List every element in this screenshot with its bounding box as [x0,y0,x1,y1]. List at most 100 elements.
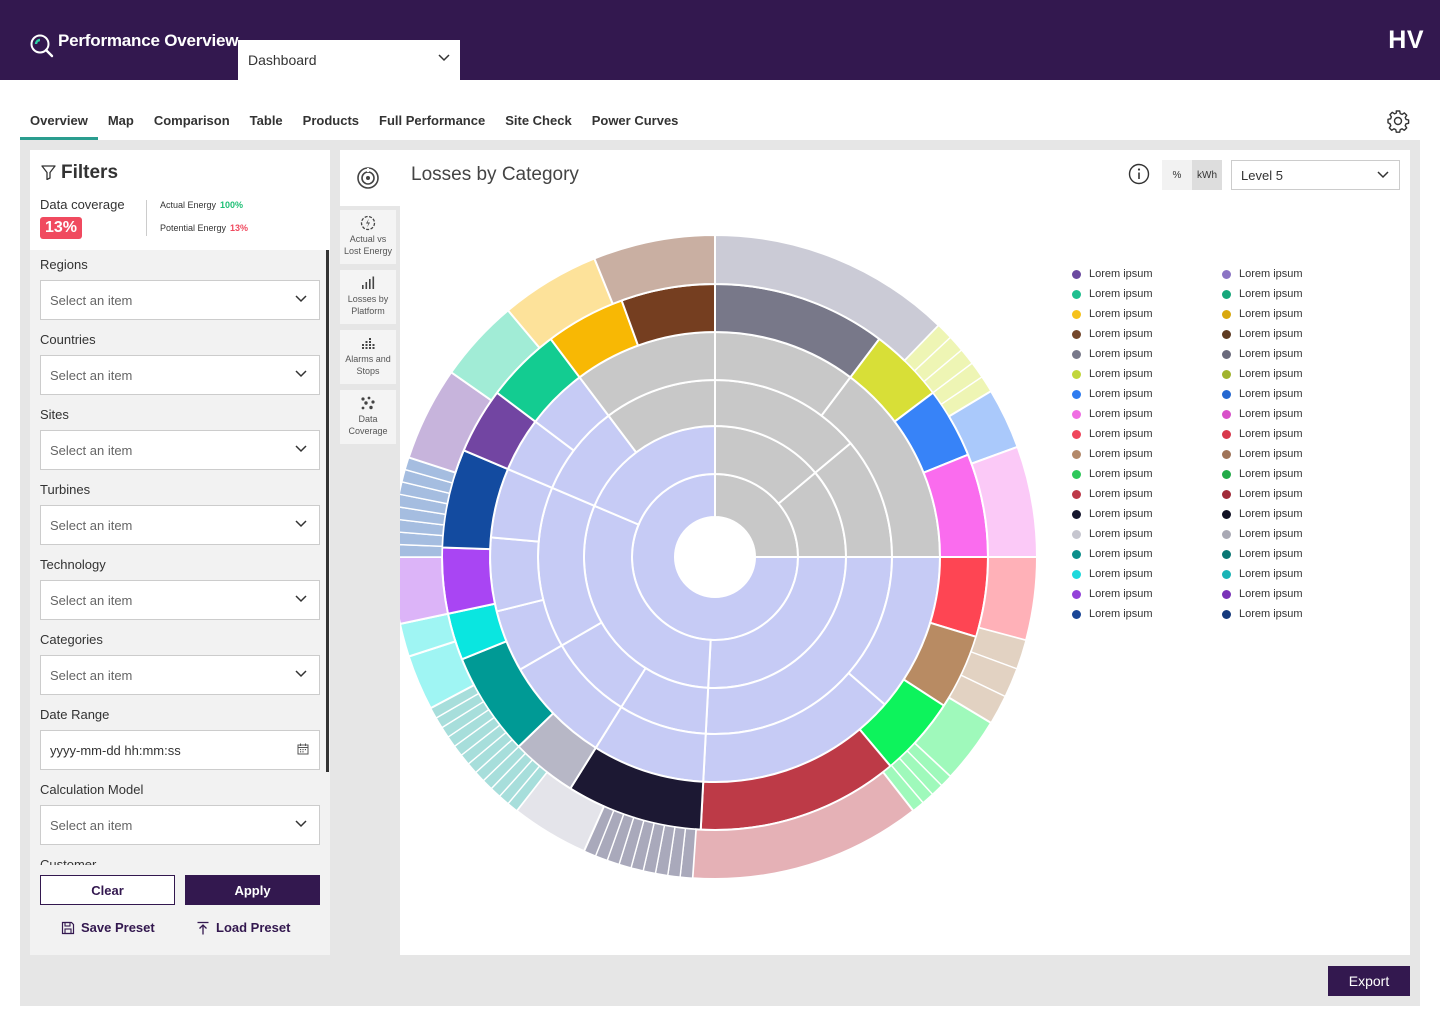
legend-item[interactable]: Lorem ipsum [1222,568,1303,580]
legend-item[interactable]: Lorem ipsum [1222,348,1303,360]
lightning-gear-icon [360,215,376,231]
legend-label: Lorem ipsum [1089,308,1153,320]
legend-item[interactable]: Lorem ipsum [1072,568,1153,580]
bar-chart-icon [362,276,375,289]
side-nav-alarms-stops[interactable]: Alarms and Stops [340,330,396,384]
legend-item[interactable]: Lorem ipsum [1222,408,1303,420]
legend-label: Lorem ipsum [1239,448,1303,460]
turbines-select[interactable]: Select an item [40,505,320,545]
chart-side-nav: Actual vs Lost Energy Losses by Platform… [340,150,400,955]
sites-select[interactable]: Select an item [40,430,320,470]
legend-item[interactable]: Lorem ipsum [1072,408,1153,420]
legend-item[interactable]: Lorem ipsum [1222,608,1303,620]
legend-item[interactable]: Lorem ipsum [1222,428,1303,440]
sunburst-segment-l6-4[interactable] [977,556,1039,642]
legend-label: Lorem ipsum [1239,548,1303,560]
legend-swatch [1222,589,1231,599]
legend-item[interactable]: Lorem ipsum [1222,468,1303,480]
legend-item[interactable]: Lorem ipsum [1222,528,1303,540]
clear-button[interactable]: Clear [40,875,175,905]
sunburst-segment-l4-7[interactable] [489,536,545,613]
calculation-model-select[interactable]: Select an item [40,805,320,845]
sunburst-segment-l6-14[interactable] [400,556,450,625]
data-coverage-badge: 13% [40,217,83,239]
tab-site-check[interactable]: Site Check [505,112,572,128]
legend-item[interactable]: Lorem ipsum [1072,308,1153,320]
unit-percent-button[interactable]: % [1162,160,1192,190]
save-icon [61,921,75,934]
side-nav-losses-platform[interactable]: Losses by Platform [340,270,396,324]
legend-swatch [1072,389,1081,399]
level-select[interactable]: Level 5 [1231,160,1400,190]
legend-swatch [1072,569,1081,579]
legend-item[interactable]: Lorem ipsum [1072,508,1153,520]
regions-select[interactable]: Select an item [40,280,320,320]
legend-item[interactable]: Lorem ipsum [1222,308,1303,320]
side-nav-data-coverage[interactable]: Data Coverage [340,390,396,444]
calculation-model-value: Select an item [50,817,133,833]
gear-icon[interactable] [1386,109,1410,133]
countries-select[interactable]: Select an item [40,355,320,395]
legend-item[interactable]: Lorem ipsum [1072,428,1153,440]
legend-label: Lorem ipsum [1239,328,1303,340]
legend-item[interactable]: Lorem ipsum [1222,548,1303,560]
dashboard-select[interactable]: Dashboard [238,40,460,80]
side-nav-actual-vs-lost[interactable]: Actual vs Lost Energy [340,210,396,264]
date-range-input[interactable]: yyyy-mm-dd hh:mm:ss [40,730,320,770]
tab-map[interactable]: Map [107,112,134,128]
legend-item[interactable]: Lorem ipsum [1222,448,1303,460]
side-nav-label: Data Coverage [348,414,388,436]
legend-item[interactable]: Lorem ipsum [1072,368,1153,380]
legend-item[interactable]: Lorem ipsum [1072,528,1153,540]
legend-item[interactable]: Lorem ipsum [1222,328,1303,340]
legend-item[interactable]: Lorem ipsum [1072,348,1153,360]
export-button[interactable]: Export [1328,966,1410,996]
potential-energy-value: 13% [230,223,249,233]
load-preset-button[interactable]: Load Preset [196,920,290,935]
legend-item[interactable]: Lorem ipsum [1072,268,1153,280]
legend-item[interactable]: Lorem ipsum [1072,488,1153,500]
categories-select[interactable]: Select an item [40,655,320,695]
chevron-down-icon [295,520,307,528]
scatter-icon [361,396,375,410]
sunburst-segment-l5-12[interactable] [441,546,497,615]
sunburst-chart[interactable] [400,150,1410,955]
legend-label: Lorem ipsum [1239,408,1303,420]
legend-item[interactable]: Lorem ipsum [1072,328,1153,340]
technology-select[interactable]: Select an item [40,580,320,620]
tab-power-curves[interactable]: Power Curves [591,112,679,128]
legend-item[interactable]: Lorem ipsum [1222,508,1303,520]
legend-label: Lorem ipsum [1239,308,1303,320]
legend-swatch [1222,369,1231,379]
legend-item[interactable]: Lorem ipsum [1222,288,1303,300]
tab-products[interactable]: Products [302,112,360,128]
tab-comparison[interactable]: Comparison [153,112,230,128]
tab-overview[interactable]: Overview [20,100,98,140]
date-range-value: yyyy-mm-dd hh:mm:ss [50,742,181,758]
legend-item[interactable]: Lorem ipsum [1072,548,1153,560]
save-preset-button[interactable]: Save Preset [61,920,155,935]
legend-item[interactable]: Lorem ipsum [1222,588,1303,600]
tab-table[interactable]: Table [249,112,283,128]
side-nav-label: Actual vs Lost Energy [343,234,393,256]
legend-item[interactable]: Lorem ipsum [1222,368,1303,380]
legend-item[interactable]: Lorem ipsum [1072,588,1153,600]
filters-scrollbar[interactable] [326,250,329,772]
legend-item[interactable]: Lorem ipsum [1222,488,1303,500]
unit-kwh-button[interactable]: kWh [1192,160,1222,190]
legend-item[interactable]: Lorem ipsum [1072,388,1153,400]
info-icon[interactable] [1128,163,1150,185]
legend-item[interactable]: Lorem ipsum [1222,268,1303,280]
legend-item[interactable]: Lorem ipsum [1072,608,1153,620]
legend-item[interactable]: Lorem ipsum [1072,448,1153,460]
legend-item[interactable]: Lorem ipsum [1072,288,1153,300]
legend-swatch [1072,589,1081,599]
legend-swatch [1222,449,1231,459]
legend-item[interactable]: Lorem ipsum [1072,468,1153,480]
legend-item[interactable]: Lorem ipsum [1222,388,1303,400]
apply-button[interactable]: Apply [185,875,320,905]
filters-body[interactable]: Regions Select an item Countries Select an … [30,250,326,865]
legend-label: Lorem ipsum [1239,528,1303,540]
tab-full-performance[interactable]: Full Performance [379,112,486,128]
sunburst-segment-l6-19[interactable] [593,233,716,306]
